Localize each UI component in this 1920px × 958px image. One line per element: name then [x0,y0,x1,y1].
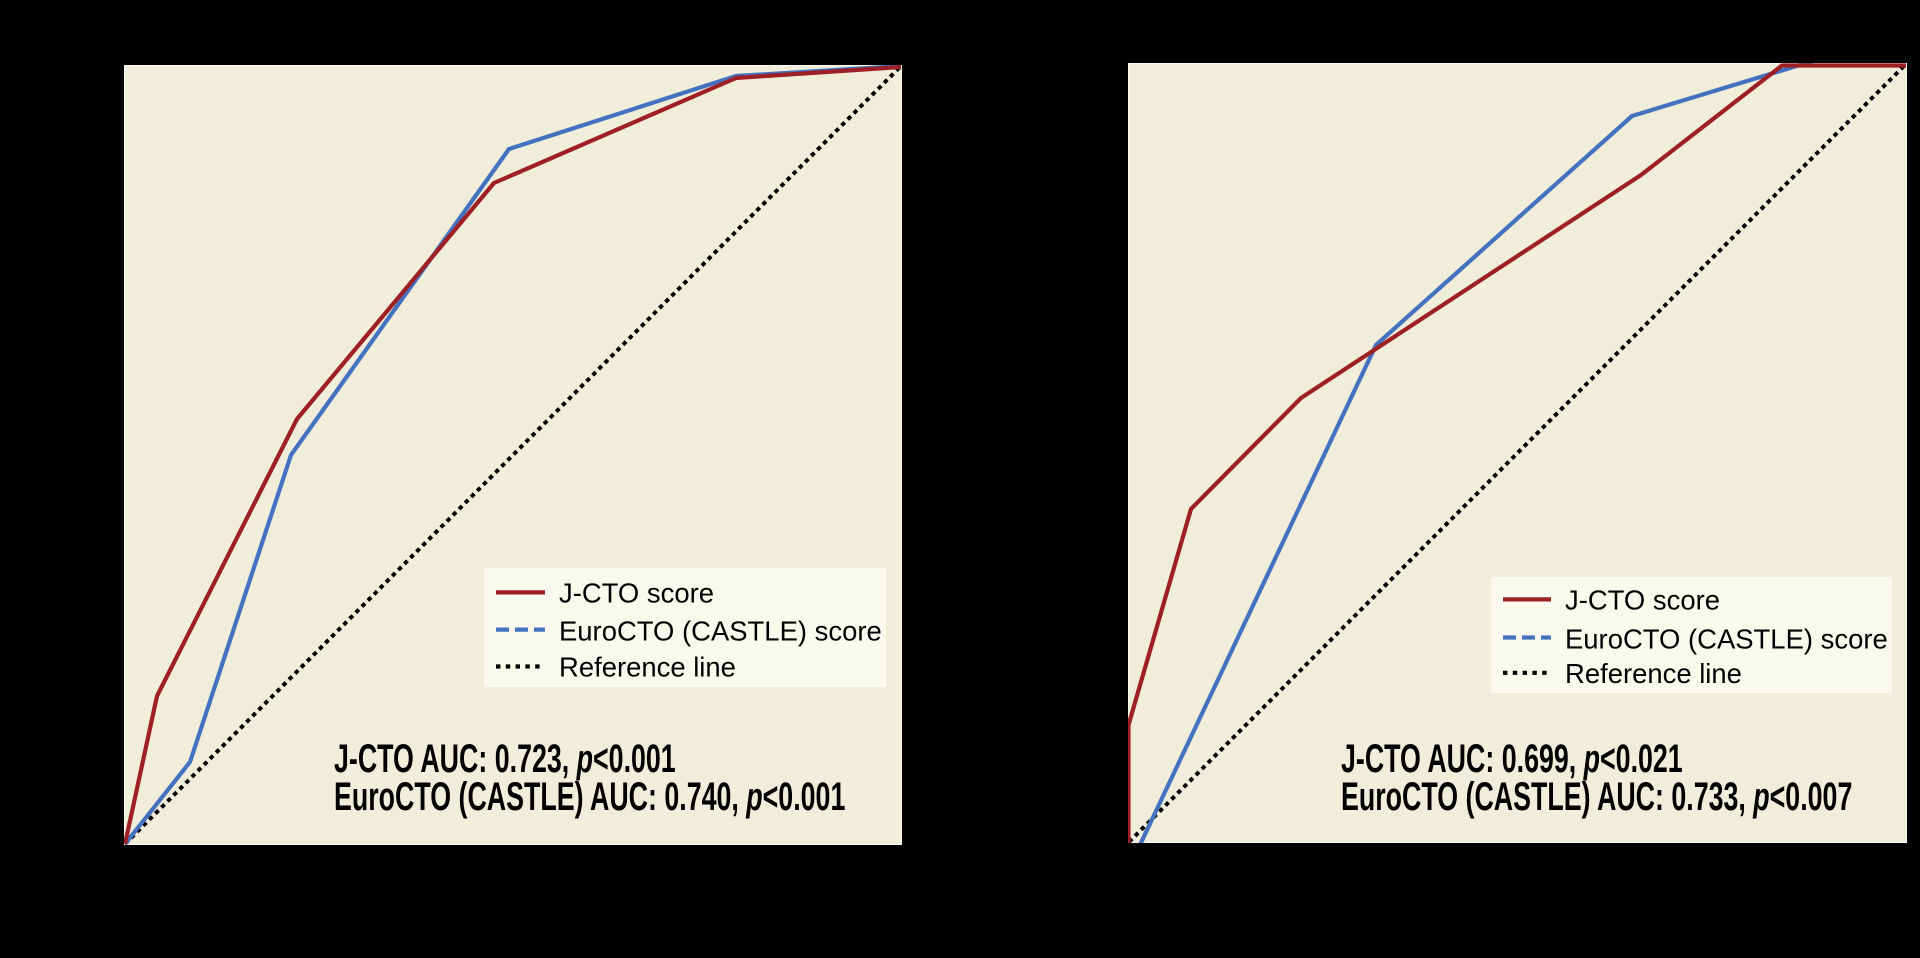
svg-text:J-CTO score: J-CTO score [1565,584,1720,615]
svg-text:EuroCTO (CASTLE) AUC: 0.733, p: EuroCTO (CASTLE) AUC: 0.733, p<0.007 [1341,775,1852,820]
svg-text:Reference line: Reference line [559,651,736,682]
svg-text:EuroCTO (CASTLE) AUC: 0.740, p: EuroCTO (CASTLE) AUC: 0.740, p<0.001 [334,775,845,820]
svg-text:J-CTO AUC: 0.723, p<0.001: J-CTO AUC: 0.723, p<0.001 [334,737,676,782]
svg-text:EuroCTO (CASTLE) score: EuroCTO (CASTLE) score [559,615,882,646]
svg-text:J-CTO score: J-CTO score [559,577,714,608]
svg-text:Reference line: Reference line [1565,658,1742,689]
svg-text:EuroCTO (CASTLE) score: EuroCTO (CASTLE) score [1565,623,1888,654]
svg-text:J-CTO AUC: 0.699, p<0.021: J-CTO AUC: 0.699, p<0.021 [1341,737,1683,782]
